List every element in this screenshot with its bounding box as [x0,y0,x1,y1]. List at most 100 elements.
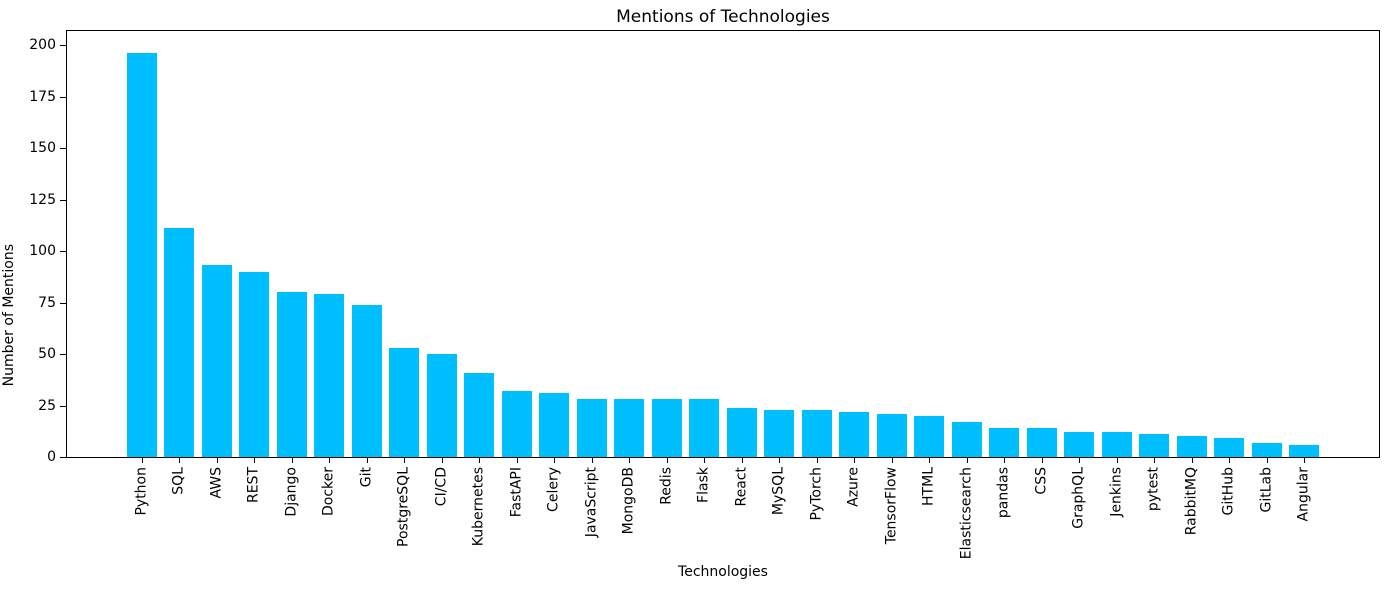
bar-pytest [1139,434,1170,457]
bar-ci-cd [426,354,457,457]
x-tick-mark [741,458,743,463]
x-tick-label: Kubernetes [470,467,487,547]
x-tick-mark [1229,458,1231,463]
x-tick-mark [179,458,181,463]
x-tick-label: Python [133,467,150,516]
y-tick-mark [60,96,66,98]
bar-react [726,407,757,457]
bar-celery [539,393,570,457]
y-tick-mark [60,302,66,304]
bar-flask [689,399,720,457]
x-tick-mark [629,458,631,463]
bar-graphql [1064,432,1095,457]
x-tick-mark [1004,458,1006,463]
x-tick-label: SQL [170,467,187,495]
x-tick-label: GraphQL [1070,467,1087,529]
x-tick-label: pytest [1145,467,1162,512]
x-tick-mark [854,458,856,463]
x-tick-label: Django [283,467,300,517]
x-tick-label: Jenkins [1108,467,1125,517]
x-tick-label: CI/CD [433,467,450,507]
x-tick-mark [141,458,143,463]
x-tick-label: JavaScript [583,467,600,538]
x-tick-mark [591,458,593,463]
x-tick-label: FastAPI [508,467,525,518]
bar-fastapi [501,391,532,457]
y-tick-label: 150 [29,140,56,156]
x-tick-label: Docker [320,467,337,517]
bar-postgresql [389,347,420,457]
bar-angular [1289,444,1320,457]
y-tick-label: 50 [38,346,56,362]
x-tick-label: TensorFlow [883,467,900,545]
y-tick-label: 75 [38,294,56,311]
x-tick-mark [779,458,781,463]
y-tick-label: 25 [38,397,56,414]
y-tick-label: 0 [47,449,56,465]
x-tick-mark [1116,458,1118,463]
bar-css [1026,428,1057,457]
x-tick-mark [929,458,931,463]
x-tick-label: React [733,467,750,507]
bar-html [914,415,945,457]
x-tick-label: PyTorch [808,467,825,521]
x-tick-mark [966,458,968,463]
y-tick-mark [60,45,66,46]
x-tick-mark [254,458,256,463]
bar-pandas [989,428,1020,457]
x-tick-mark [1304,458,1306,463]
y-tick-mark [60,251,66,252]
x-tick-mark [291,458,293,463]
y-tick-mark [60,199,66,201]
bar-python [126,53,157,457]
x-tick-label: GitLab [1258,467,1275,513]
bar-pytorch [801,409,832,457]
x-tick-label: Redis [658,467,675,505]
x-tick-mark [704,458,706,463]
bar-mysql [764,409,795,457]
bar-sql [164,228,195,457]
y-tick-label: 200 [29,37,56,53]
x-tick-label: Celery [545,467,562,512]
bar-mongodb [614,399,645,457]
plot-area [66,30,1380,458]
bar-rest [239,271,270,457]
x-tick-mark [441,458,443,463]
x-tick-label: Flask [695,467,712,503]
y-tick-label: 125 [29,191,56,208]
bar-rabbitmq [1176,436,1207,457]
bar-azure [839,411,870,457]
bar-javascript [576,399,607,457]
y-tick-mark [60,457,66,458]
x-tick-mark [1079,458,1081,463]
x-tick-label: Elasticsearch [958,467,975,560]
y-tick-label: 175 [29,88,56,105]
bar-github [1214,438,1245,457]
x-tick-mark [554,458,556,463]
x-tick-mark [1041,458,1043,463]
bar-gitlab [1251,442,1282,457]
y-tick-mark [60,354,66,355]
x-tick-label: Azure [845,467,862,507]
x-tick-mark [516,458,518,463]
x-tick-mark [1154,458,1156,463]
x-tick-mark [816,458,818,463]
x-tick-label: MongoDB [620,467,637,535]
x-tick-label: RabbitMQ [1183,467,1200,536]
x-tick-label: REST [245,467,262,504]
x-tick-label: CSS [1033,467,1050,495]
x-tick-mark [216,458,218,463]
bar-tensorflow [876,413,907,457]
x-tick-mark [1266,458,1268,463]
x-axis-label: Technologies [678,564,768,580]
bar-git [351,304,382,457]
x-tick-mark [366,458,368,463]
x-tick-label: Angular [1295,467,1312,522]
bar-docker [314,294,345,457]
x-tick-label: Git [358,467,375,488]
y-axis-label: Number of Mentions [1,244,17,387]
x-tick-mark [404,458,406,463]
y-tick-label: 100 [29,243,56,259]
x-tick-label: pandas [995,467,1012,519]
